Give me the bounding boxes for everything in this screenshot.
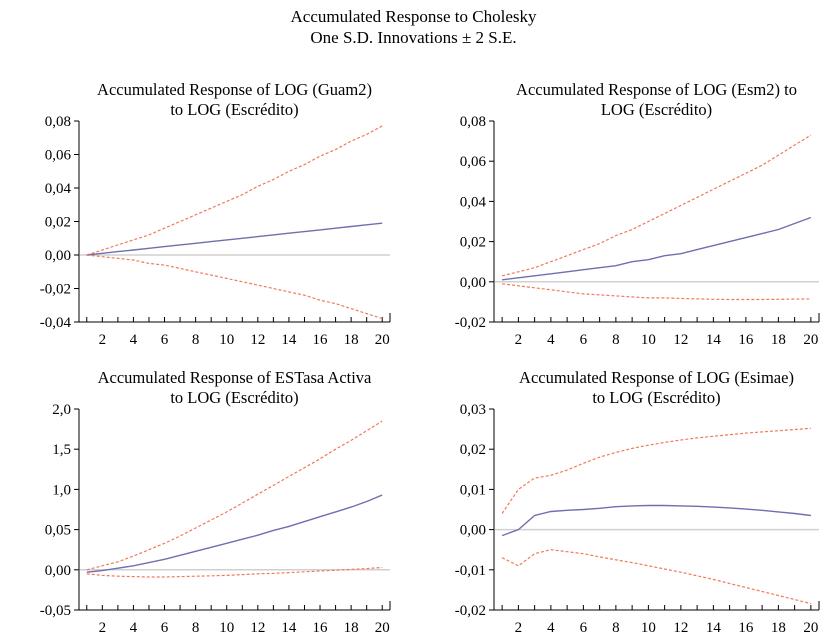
x-tick-label: 10 [219, 620, 234, 636]
x-tick-label: 6 [580, 620, 588, 636]
x-tick-label: 20 [803, 620, 818, 636]
x-tick-label: 10 [641, 332, 656, 348]
x-tick-label: 12 [673, 332, 688, 348]
x-tick-label: 12 [673, 620, 688, 636]
series-response-line [501, 504, 811, 537]
y-tick-label: 0,04 [45, 181, 72, 197]
chart-title-line-1: Accumulated Response of LOG (Esm2) to [516, 80, 797, 99]
series-response-line [86, 494, 383, 573]
x-tick-label: 20 [375, 332, 390, 348]
chart-title-line-1: Accumulated Response of ESTasa Activa [98, 368, 372, 387]
x-tick-label: 4 [547, 332, 555, 348]
chart-title-line-1: Accumulated Response of LOG (Esimae) [519, 368, 794, 387]
y-tick-label: 0,02 [460, 235, 486, 251]
chart-title-line-2: to LOG (Escrédito) [170, 100, 298, 119]
y-tick-label: 0,00 [460, 523, 486, 539]
x-tick-label: 4 [547, 620, 555, 636]
x-tick-label: 10 [219, 332, 234, 348]
x-tick-label: 10 [641, 620, 656, 636]
x-tick-label: 14 [281, 332, 297, 348]
series-lower-line [501, 549, 812, 605]
y-tick-label: 0,00 [460, 275, 486, 291]
series-response-line [86, 222, 383, 256]
y-tick-label: -0,02 [455, 603, 486, 619]
x-tick-label: 4 [130, 620, 138, 636]
x-tick-label: 2 [515, 620, 523, 636]
x-tick-label: 6 [161, 332, 169, 348]
series-lower-line [86, 254, 383, 320]
y-tick-label: 0,04 [460, 194, 487, 210]
x-tick-label: 16 [738, 332, 754, 348]
x-tick-label: 6 [161, 620, 169, 636]
y-tick-label: 0,06 [460, 154, 487, 170]
x-tick-label: 14 [281, 620, 297, 636]
x-tick-label: 4 [130, 332, 138, 348]
chart-title-line-2: to LOG (Escrédito) [592, 388, 720, 407]
y-tick-label: -0,05 [40, 603, 71, 619]
chart-title-line-2: to LOG (Escrédito) [170, 388, 298, 407]
y-tick-label: 0,03 [460, 402, 486, 418]
series-upper-line [86, 125, 383, 256]
chart-panel-3: Accumulated Response of ESTasa Activato … [40, 368, 391, 636]
series-lower-line [86, 566, 383, 578]
y-tick-label: -0,04 [40, 315, 72, 331]
figure-title-line-2: One S.D. Innovations ± 2 S.E. [310, 28, 517, 47]
chart-title-line-2: LOG (Escrédito) [601, 100, 712, 119]
y-tick-label: 0,08 [45, 114, 71, 130]
y-tick-label: 0,06 [45, 148, 72, 164]
series-response-line [502, 216, 812, 281]
x-tick-label: 8 [612, 332, 620, 348]
chart-panel-1: Accumulated Response of LOG (Guam2)to LO… [40, 80, 391, 348]
y-tick-label: -0,02 [455, 315, 486, 331]
x-tick-label: 2 [99, 620, 107, 636]
figure-title-line-1: Accumulated Response to Cholesky [290, 7, 537, 26]
y-tick-label: 0,00 [45, 563, 71, 579]
y-tick-label: 1,5 [52, 442, 71, 458]
series-upper-line [501, 134, 812, 277]
y-tick-label: -0,02 [40, 282, 71, 298]
x-tick-label: 20 [803, 332, 818, 348]
x-tick-label: 18 [344, 332, 359, 348]
series-upper-line [86, 420, 383, 571]
x-tick-label: 6 [580, 332, 588, 348]
chart-panel-2: Accumulated Response of LOG (Esm2) toLOG… [455, 80, 820, 348]
chart-title-line-1: Accumulated Response of LOG (Guam2) [97, 80, 372, 99]
x-tick-label: 12 [250, 332, 265, 348]
y-tick-label: 0,02 [460, 442, 486, 458]
x-tick-label: 18 [771, 332, 786, 348]
x-tick-label: 14 [706, 332, 722, 348]
x-tick-label: 8 [192, 620, 200, 636]
x-tick-label: 18 [771, 620, 786, 636]
series-upper-line [501, 427, 811, 514]
figure-title: Accumulated Response to Cholesky One S.D… [0, 6, 827, 48]
y-tick-label: 1,0 [52, 482, 71, 498]
y-tick-label: 0,01 [460, 482, 486, 498]
x-tick-label: 14 [706, 620, 722, 636]
chart-panel-4: Accumulated Response of LOG (Esimae)to L… [455, 368, 820, 636]
y-tick-label: -0,01 [455, 563, 486, 579]
x-tick-label: 16 [738, 620, 754, 636]
x-tick-label: 2 [515, 332, 523, 348]
x-tick-label: 8 [612, 620, 620, 636]
x-tick-label: 16 [313, 332, 329, 348]
x-tick-label: 20 [375, 620, 390, 636]
x-tick-label: 2 [99, 332, 107, 348]
x-tick-label: 16 [313, 620, 329, 636]
y-tick-label: 0,02 [45, 215, 71, 231]
x-tick-label: 8 [192, 332, 200, 348]
series-lower-line [502, 283, 811, 301]
y-tick-label: 2,0 [52, 402, 71, 418]
x-tick-label: 12 [250, 620, 265, 636]
y-tick-label: 0,08 [460, 114, 486, 130]
y-tick-label: 0,00 [45, 248, 71, 264]
y-tick-label: 0,05 [45, 523, 71, 539]
x-tick-label: 18 [344, 620, 359, 636]
